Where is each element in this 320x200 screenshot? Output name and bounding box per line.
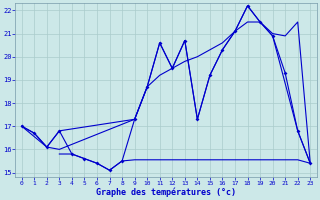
X-axis label: Graphe des températures (°c): Graphe des températures (°c) — [96, 187, 236, 197]
